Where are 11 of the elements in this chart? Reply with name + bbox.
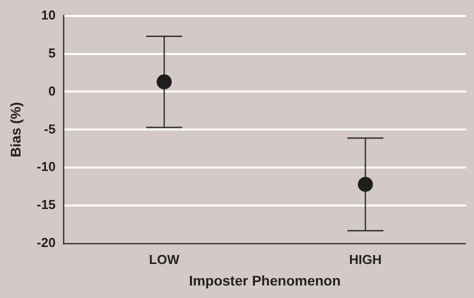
x-tick-label: HIGH (349, 252, 382, 267)
y-tick-label: 10 (41, 7, 56, 22)
y-tick-label: -10 (36, 159, 56, 174)
y-axis-title: Bias (%) (7, 102, 24, 158)
y-tick-label: -15 (36, 197, 56, 212)
y-tick-label: -5 (44, 121, 56, 136)
x-tick-label: LOW (149, 252, 180, 267)
y-tick-label: -20 (36, 235, 56, 250)
x-axis-title: Imposter Phenomenon (188, 272, 341, 288)
y-tick-label: 0 (48, 83, 56, 98)
y-tick-label: 5 (48, 45, 56, 60)
